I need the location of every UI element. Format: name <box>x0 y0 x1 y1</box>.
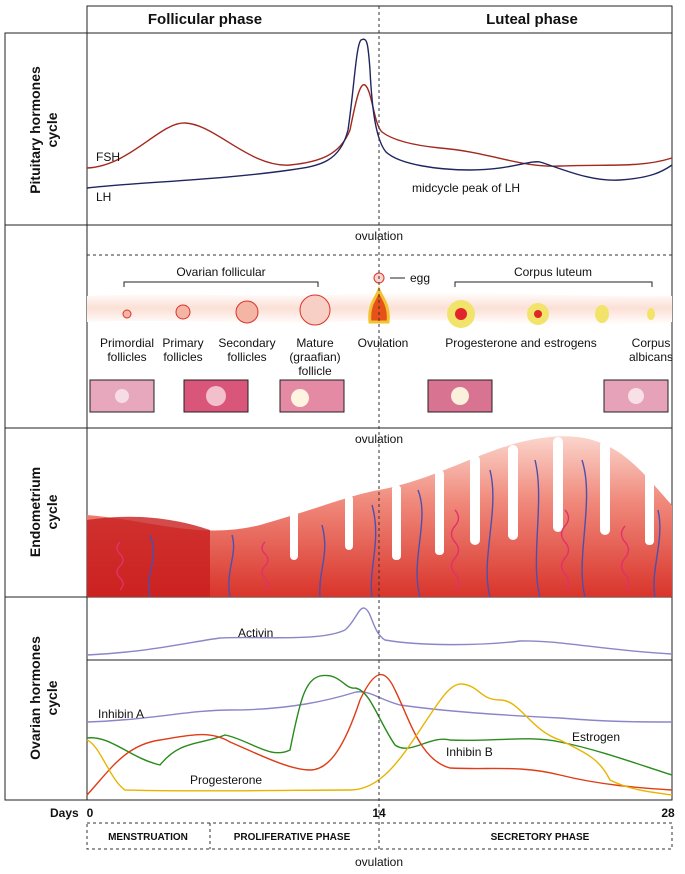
inhibin-a-curve <box>86 691 673 723</box>
shape <box>291 389 309 407</box>
menstrual-layer <box>87 516 210 597</box>
shape <box>279 379 345 413</box>
fsh-curve <box>86 84 673 169</box>
shape <box>534 310 542 318</box>
shape <box>392 485 401 560</box>
stage-label: Progesterone and estrogens <box>445 336 596 350</box>
shape <box>228 534 235 598</box>
stage-label: Ovulation <box>358 336 409 350</box>
phase-box <box>86 822 673 850</box>
shape <box>620 525 630 591</box>
shape <box>553 437 563 532</box>
shape <box>628 388 644 404</box>
side-label: Endometrium cycle <box>27 467 60 557</box>
shape <box>299 294 331 326</box>
shape <box>122 309 132 319</box>
phase-label: MENSTRUATION <box>108 832 188 843</box>
stage-label: albicans <box>629 350 673 364</box>
phase-title: Follicular phase <box>148 11 262 28</box>
curve-label: Inhibin A <box>98 707 144 721</box>
shape <box>595 305 609 323</box>
activin-curve <box>86 607 673 656</box>
tick-label: 14 <box>372 806 386 820</box>
shape <box>560 509 570 591</box>
phase-title: Luteal phase <box>486 11 578 28</box>
shape <box>261 541 269 591</box>
side-label-line: Ovarian hormones <box>27 636 43 760</box>
curve-label: Inhibin B <box>446 745 493 759</box>
shape <box>581 459 588 598</box>
annotation: ovulation <box>355 855 403 869</box>
tick-label: 0 <box>87 806 94 820</box>
side-label: Pituitary hormones cycle <box>27 66 60 194</box>
shape <box>206 386 226 406</box>
stage-label: Corpus <box>632 336 671 350</box>
outer-frame <box>4 32 673 801</box>
stage-label: Secondary <box>218 336 275 350</box>
side-label-line: Endometrium <box>27 467 43 557</box>
progesterone-red-curve <box>86 673 673 796</box>
shape <box>653 509 661 598</box>
shape <box>116 541 124 591</box>
shape <box>451 387 469 405</box>
phase-label: SECRETORY PHASE <box>491 832 590 843</box>
micrographs <box>89 379 669 413</box>
side-label-line: cycle <box>44 112 60 147</box>
shape <box>470 455 480 545</box>
stage-label: (graafian) <box>289 350 340 364</box>
shape <box>455 308 467 320</box>
estrogen-curve <box>86 683 673 796</box>
axis-label: Days <box>50 806 79 820</box>
shape <box>148 534 155 598</box>
stage-label: follicle <box>298 364 332 378</box>
shape <box>345 495 353 550</box>
spiral-arteries <box>116 509 630 591</box>
shape <box>645 470 654 545</box>
stage-label: follicles <box>227 350 266 364</box>
annotation: midcycle peak of LH <box>412 181 520 195</box>
stage-label: follicles <box>163 350 202 364</box>
phase-label: PROLIFERATIVE PHASE <box>234 832 351 843</box>
follicles <box>122 285 655 328</box>
shape <box>600 440 610 535</box>
shape <box>290 510 298 560</box>
stage-label: Primary <box>162 336 203 350</box>
shape <box>435 470 444 555</box>
stage-labels: PrimordialfolliclesPrimaryfolliclesSecon… <box>100 336 673 378</box>
shape <box>175 304 191 320</box>
side-label: Ovarian hormones cycle <box>27 636 60 760</box>
shape <box>416 489 423 598</box>
shape <box>534 459 541 598</box>
side-label-line: Pituitary hormones <box>27 66 43 194</box>
shape <box>115 389 129 403</box>
bracket-label: Ovarian follicular <box>176 265 265 279</box>
lh-curve <box>86 38 673 189</box>
curve-label: Progesterone <box>190 773 262 787</box>
shape <box>319 524 326 598</box>
bracket <box>454 281 653 287</box>
shape <box>508 445 518 540</box>
shape <box>235 300 259 324</box>
curve-label: LH <box>96 190 111 204</box>
curve-label: Activin <box>238 626 273 640</box>
tick-label: 28 <box>661 806 675 820</box>
bracket <box>123 281 319 287</box>
stage-label: Primordial <box>100 336 154 350</box>
inhibin-b-curve <box>86 674 673 776</box>
shape <box>450 509 460 591</box>
bracket-label: Corpus luteum <box>514 265 592 279</box>
curve-label: Estrogen <box>572 730 620 744</box>
shape <box>647 308 655 320</box>
stage-label: Mature <box>296 336 334 350</box>
curve-label: FSH <box>96 150 120 164</box>
side-label-line: cycle <box>44 680 60 715</box>
shape <box>370 504 377 598</box>
vessels <box>148 459 661 598</box>
annotation: egg <box>410 271 430 285</box>
glands <box>290 437 654 560</box>
stage-label: follicles <box>107 350 146 364</box>
side-label-line: cycle <box>44 494 60 529</box>
shape <box>486 469 494 598</box>
